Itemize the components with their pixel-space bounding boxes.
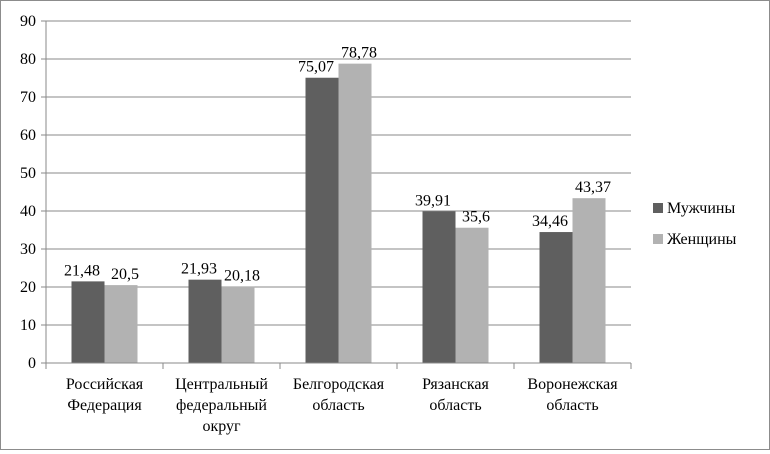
x-category-line: Белгородская xyxy=(293,376,385,393)
x-category-line: Федерация xyxy=(67,397,142,414)
x-category-label: Рязанская область xyxy=(422,376,489,414)
y-tick-label: 70 xyxy=(20,89,36,106)
x-category-line: округ xyxy=(202,418,241,435)
bar-men xyxy=(539,232,573,363)
y-tick-label: 30 xyxy=(20,241,36,258)
data-label: 20,18 xyxy=(224,267,260,284)
x-category-line: область xyxy=(312,397,364,414)
y-tick-label: 60 xyxy=(20,127,36,144)
data-label: 39,91 xyxy=(415,192,451,209)
data-label: 75,07 xyxy=(298,59,334,76)
x-category-label: Российская Федерация xyxy=(66,376,144,414)
data-label: 78,78 xyxy=(341,45,377,62)
x-category-line: область xyxy=(546,397,598,414)
legend-swatch xyxy=(653,234,663,244)
x-category-line: Центральный xyxy=(175,376,268,393)
data-label: 21,48 xyxy=(64,262,100,279)
data-label: 21,93 xyxy=(181,261,217,278)
axes xyxy=(45,21,632,369)
x-category-line: Воронежская xyxy=(527,376,618,393)
data-label: 43,37 xyxy=(575,179,611,196)
y-tick-label: 90 xyxy=(20,13,36,30)
x-category-line: Рязанская xyxy=(422,376,489,393)
x-category-line: Российская xyxy=(66,376,144,393)
bar-men xyxy=(305,77,339,363)
bar-women xyxy=(338,63,372,364)
y-tick-label: 0 xyxy=(28,355,36,372)
y-axis-ticks: 0 10 20 30 40 50 60 70 80 90 xyxy=(20,13,46,372)
data-label: 35,6 xyxy=(462,209,490,226)
bar-women xyxy=(221,286,255,363)
y-tick-label: 50 xyxy=(20,165,36,182)
bar-men xyxy=(422,211,456,363)
bar-men xyxy=(71,281,105,363)
y-tick-label: 40 xyxy=(20,203,36,220)
x-category-line: федеральный xyxy=(176,397,267,414)
legend: Мужчины Женщины xyxy=(653,200,737,248)
bar-women xyxy=(455,227,489,363)
bar-women xyxy=(572,198,606,363)
legend-label: Мужчины xyxy=(667,200,735,217)
data-labels: 21,48 20,5 21,93 20,18 75,07 78,78 39,91 35,6 34… xyxy=(64,45,611,285)
x-axis-categories: Российская Федерация Центральный федеральны… xyxy=(66,376,618,435)
bar-men xyxy=(188,279,222,363)
y-tick-label: 10 xyxy=(20,317,36,334)
legend-swatch xyxy=(653,203,663,213)
legend-label: Женщины xyxy=(667,231,737,248)
x-category-label: Белгородская область xyxy=(293,376,385,414)
x-category-label: Центральный федеральный округ xyxy=(175,376,268,435)
y-tick-label: 20 xyxy=(20,279,36,296)
x-category-line: область xyxy=(429,397,481,414)
x-category-label: Воронежская область xyxy=(527,376,618,414)
data-label: 34,46 xyxy=(532,213,568,230)
bar-women xyxy=(104,285,138,363)
data-label: 20,5 xyxy=(111,266,139,283)
y-tick-label: 80 xyxy=(20,51,36,68)
bars xyxy=(71,63,606,364)
